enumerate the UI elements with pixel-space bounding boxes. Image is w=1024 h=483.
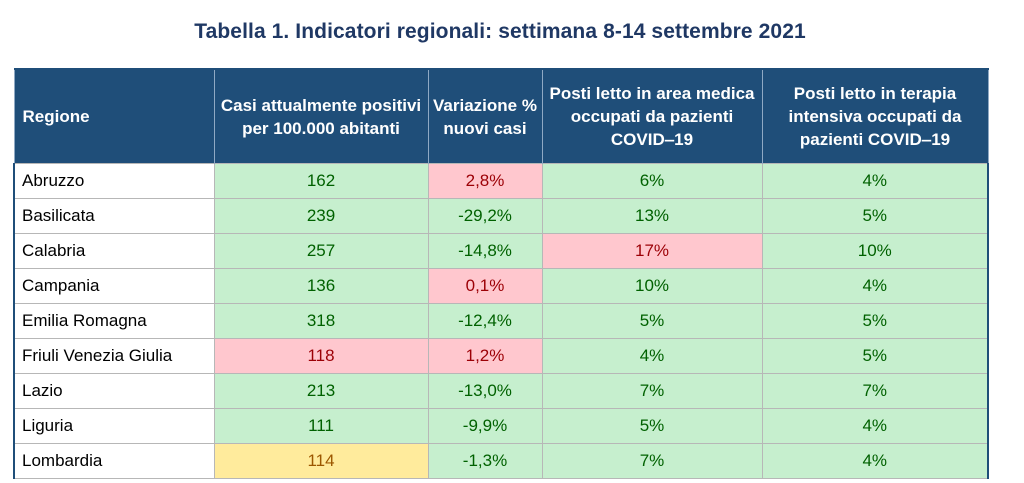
table-row: Lazio 213 -13,0% 7% 7%	[13, 373, 989, 409]
positive-cases-cell: 114	[213, 443, 429, 479]
table-row: Friuli Venezia Giulia 118 1,2% 4% 5%	[13, 338, 989, 374]
medical-beds-cell: 6%	[541, 163, 763, 199]
table-row: Liguria 111 -9,9% 5% 4%	[13, 408, 989, 444]
medical-beds-cell: 7%	[541, 373, 763, 409]
table-row: Campania 136 0,1% 10% 4%	[13, 268, 989, 304]
positive-cases-cell: 257	[213, 233, 429, 269]
positive-cases-cell: 318	[213, 303, 429, 339]
table-row: Abruzzo 162 2,8% 6% 4%	[13, 163, 989, 199]
positive-cases-cell: 213	[213, 373, 429, 409]
medical-beds-cell: 4%	[541, 338, 763, 374]
header-icu-beds: Posti letto in terapia intensiva occupat…	[761, 68, 989, 164]
medical-beds-cell: 17%	[541, 233, 763, 269]
header-row: Regione Casi attualmente positivi per 10…	[13, 68, 989, 164]
positive-cases-cell: 111	[213, 408, 429, 444]
positive-cases-cell: 239	[213, 198, 429, 234]
region-name: Campania	[13, 268, 215, 304]
new-cases-change-cell: 2,8%	[427, 163, 543, 199]
positive-cases-cell: 136	[213, 268, 429, 304]
region-name: Friuli Venezia Giulia	[13, 338, 215, 374]
regional-indicators-table: Regione Casi attualmente positivi per 10…	[13, 68, 989, 479]
new-cases-change-cell: -29,2%	[427, 198, 543, 234]
medical-beds-cell: 5%	[541, 408, 763, 444]
medical-beds-cell: 5%	[541, 303, 763, 339]
region-name: Emilia Romagna	[13, 303, 215, 339]
table-body: Abruzzo 162 2,8% 6% 4% Basilicata 239 -2…	[13, 163, 989, 479]
region-name: Liguria	[13, 408, 215, 444]
icu-beds-cell: 5%	[761, 303, 989, 339]
table-row: Calabria 257 -14,8% 17% 10%	[13, 233, 989, 269]
icu-beds-cell: 4%	[761, 163, 989, 199]
table-title: Tabella 1. Indicatori regionali: settima…	[194, 20, 806, 43]
new-cases-change-cell: -14,8%	[427, 233, 543, 269]
table-row: Basilicata 239 -29,2% 13% 5%	[13, 198, 989, 234]
new-cases-change-cell: 0,1%	[427, 268, 543, 304]
new-cases-change-cell: -12,4%	[427, 303, 543, 339]
table-row: Emilia Romagna 318 -12,4% 5% 5%	[13, 303, 989, 339]
icu-beds-cell: 4%	[761, 268, 989, 304]
region-name: Calabria	[13, 233, 215, 269]
region-name: Lombardia	[13, 443, 215, 479]
medical-beds-cell: 7%	[541, 443, 763, 479]
region-name: Abruzzo	[13, 163, 215, 199]
icu-beds-cell: 4%	[761, 408, 989, 444]
header-medical-beds: Posti letto in area medica occupati da p…	[541, 68, 763, 164]
positive-cases-cell: 162	[213, 163, 429, 199]
region-name: Basilicata	[13, 198, 215, 234]
medical-beds-cell: 10%	[541, 268, 763, 304]
icu-beds-cell: 7%	[761, 373, 989, 409]
icu-beds-cell: 10%	[761, 233, 989, 269]
icu-beds-cell: 5%	[761, 198, 989, 234]
icu-beds-cell: 4%	[761, 443, 989, 479]
header-positive-cases: Casi attualmente positivi per 100.000 ab…	[213, 68, 429, 164]
region-name: Lazio	[13, 373, 215, 409]
new-cases-change-cell: -9,9%	[427, 408, 543, 444]
header-region: Regione	[13, 68, 215, 164]
header-new-cases-change: Variazione % nuovi casi	[427, 68, 543, 164]
new-cases-change-cell: 1,2%	[427, 338, 543, 374]
new-cases-change-cell: -13,0%	[427, 373, 543, 409]
positive-cases-cell: 118	[213, 338, 429, 374]
table-row: Lombardia 114 -1,3% 7% 4%	[13, 443, 989, 479]
new-cases-change-cell: -1,3%	[427, 443, 543, 479]
medical-beds-cell: 13%	[541, 198, 763, 234]
icu-beds-cell: 5%	[761, 338, 989, 374]
